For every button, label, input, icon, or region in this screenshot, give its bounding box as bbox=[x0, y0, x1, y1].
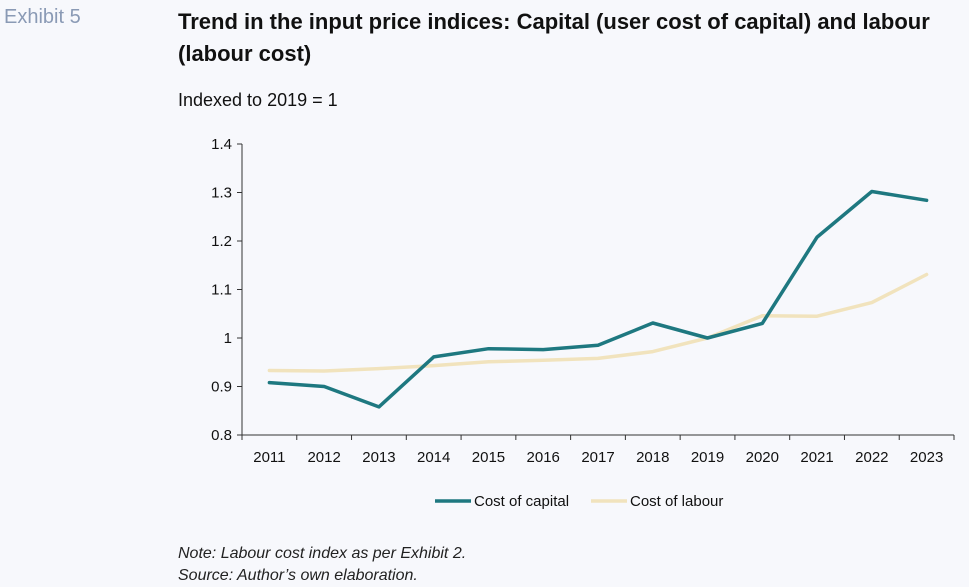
legend-label: Cost of capital bbox=[474, 493, 569, 510]
chart-title: Trend in the input price indices: Capita… bbox=[178, 9, 930, 66]
x-tick-label: 2017 bbox=[581, 449, 614, 466]
series-line-cost-of-labour bbox=[267, 272, 929, 373]
y-tick-label: 1.1 bbox=[211, 282, 232, 299]
x-tick-label: 2022 bbox=[855, 449, 888, 466]
x-tick-label: 2012 bbox=[307, 449, 340, 466]
source-text: Source: Author’s own elaboration. bbox=[178, 567, 418, 584]
x-tick-label: 2018 bbox=[636, 449, 669, 466]
y-tick-label: 1.4 bbox=[211, 136, 232, 153]
legend-item-cost-of-labour: Cost of labour bbox=[591, 493, 723, 510]
x-axis: 2011 2012 2013 2014 2015 2016 2017 2018 2019 2020… bbox=[241, 434, 955, 466]
x-tick-label: 2019 bbox=[691, 449, 724, 466]
legend-item-cost-of-capital: Cost of capital bbox=[435, 493, 569, 510]
x-tick-label: 2016 bbox=[527, 449, 560, 466]
y-tick-label: 1.2 bbox=[211, 233, 232, 250]
x-tick-label: 2014 bbox=[417, 449, 450, 466]
chart-subtitle: Indexed to 2019 = 1 bbox=[178, 90, 338, 110]
y-tick-label: 1.3 bbox=[211, 185, 232, 202]
x-tick-label: 2021 bbox=[800, 449, 833, 466]
x-tick-label: 2015 bbox=[472, 449, 505, 466]
series-lines bbox=[267, 189, 929, 409]
exhibit-label: Exhibit 5 bbox=[4, 6, 81, 28]
x-tick-label: 2023 bbox=[910, 449, 943, 466]
y-axis: 0.8 0.9 1 1.1 1.2 1.3 1.4 bbox=[211, 136, 243, 444]
y-tick-label: 0.8 bbox=[211, 427, 232, 444]
x-tick-label: 2013 bbox=[362, 449, 395, 466]
chart-notes: Note: Labour cost index as per Exhibit 2… bbox=[178, 543, 466, 587]
y-tick-label: 0.9 bbox=[211, 379, 232, 396]
series-line-cost-of-capital bbox=[267, 189, 929, 409]
legend: Cost of capital Cost of labour bbox=[435, 493, 723, 510]
x-tick-label: 2020 bbox=[746, 449, 779, 466]
x-tick-label: 2011 bbox=[253, 449, 285, 466]
note-text: Note: Labour cost index as per Exhibit 2… bbox=[178, 545, 467, 562]
y-tick-label: 1 bbox=[224, 330, 232, 347]
legend-label: Cost of labour bbox=[630, 493, 723, 510]
